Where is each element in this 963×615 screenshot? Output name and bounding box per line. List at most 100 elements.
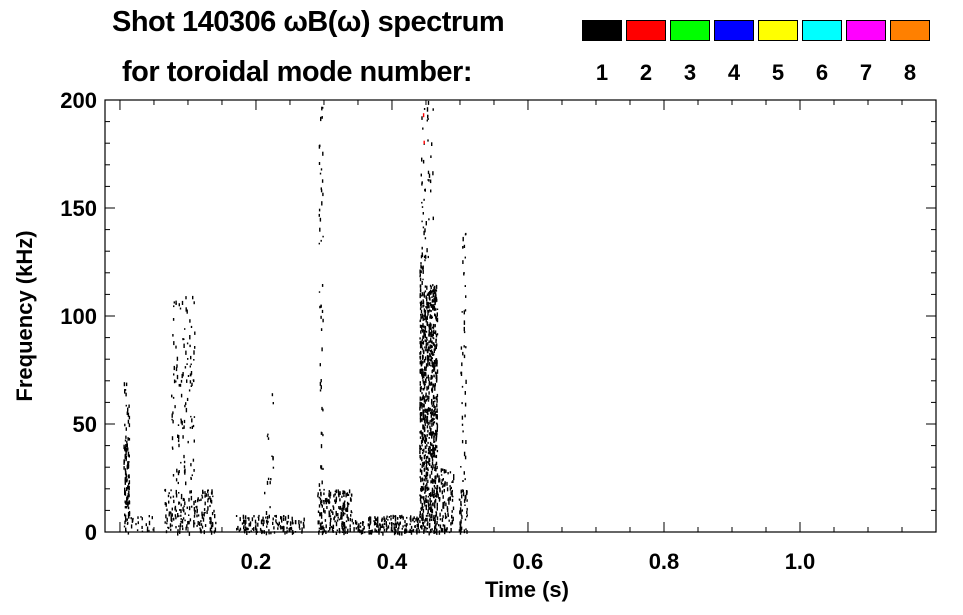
spectral-point [426,415,429,419]
spectral-point [425,507,427,511]
spectral-point [425,462,428,467]
spectral-point [430,352,433,355]
spectral-point [447,472,449,475]
spectral-point [171,394,173,397]
spectral-point [180,520,182,523]
spectral-point [431,345,433,348]
spectral-point [126,443,128,448]
spectral-point [429,284,432,287]
spectral-point [321,179,324,183]
legend-swatch-mode-2 [626,20,666,41]
spectral-point [322,235,324,238]
spectral-point [422,113,425,118]
spectral-point [394,518,397,522]
spectral-point [322,106,324,109]
spectral-point [342,504,344,510]
spectral-point [245,519,247,524]
spectral-point [321,521,323,525]
spectral-point [430,418,433,423]
spectral-point [127,407,129,412]
spectral-point [432,323,435,328]
spectral-point [421,341,424,344]
spectral-point [427,397,429,401]
spectral-point [358,528,360,533]
spectral-point [253,515,255,518]
spectral-point [419,277,422,282]
spectral-point [430,431,432,436]
spectral-point [178,525,180,528]
activity-region-0 [123,435,131,535]
spectral-point [210,492,213,495]
spectral-point [123,466,125,470]
spectral-point [210,525,213,530]
spectral-point [424,399,426,404]
spectral-point [249,522,252,527]
spectral-point [187,440,189,444]
spectral-point [179,383,182,387]
spectral-point [429,322,431,325]
spectral-point [434,313,436,317]
spectral-point [137,516,139,519]
spectral-point [338,528,341,532]
spectral-point [265,511,268,515]
spectral-point [434,301,436,304]
spectral-point [452,480,454,483]
spectral-point [125,527,127,532]
spectral-point [429,382,431,386]
spectral-point [362,523,364,526]
spectral-point [267,437,270,440]
spectral-point [409,523,411,526]
spectral-point [319,389,322,392]
spectral-point [185,527,187,531]
spectral-point [429,407,431,412]
spectral-point [177,529,179,533]
spectral-point [125,458,127,462]
spectral-point [214,514,216,519]
y-tick-label: 150 [60,196,97,221]
spectral-point [440,481,443,485]
spectral-point [446,507,449,513]
spectral-point [189,380,192,384]
spectral-point [172,334,174,337]
spectral-point [423,376,425,379]
spectral-point [426,486,429,489]
spectral-point [461,509,463,512]
spectral-point [317,510,320,513]
spectral-point [318,242,320,245]
spectral-point [419,269,421,274]
spectral-point [183,454,185,459]
spectral-point [209,496,211,500]
spectral-point [428,531,430,536]
spectral-point [342,512,345,517]
spectral-point [426,527,428,530]
activity-region-15 [458,489,468,535]
legend-label-mode-3: 3 [683,60,697,85]
spectral-point [459,507,462,511]
spectral-point [373,521,376,526]
spectral-point [441,490,443,495]
spectral-point [127,486,129,490]
spectral-point [177,424,180,426]
spectral-point [444,512,446,515]
spectral-point [179,509,181,511]
spectral-point [128,423,131,428]
spectral-point [464,518,467,521]
spectral-point [239,527,242,530]
spectral-point [200,520,202,523]
spectral-point [171,517,173,523]
spectral-point [320,168,323,171]
spectral-point [182,435,184,439]
spectral-point [186,379,188,383]
spectral-point [460,489,462,493]
spectral-point [418,529,420,534]
spectral-point [421,338,424,341]
spectral-point [124,389,127,391]
spectral-point [460,519,462,524]
spectral-point [183,460,186,464]
spectral-point [433,495,435,499]
spectral-point [331,510,333,513]
spectral-point [195,506,197,508]
spectral-point [128,490,130,494]
spectral-point [424,315,427,320]
spectral-point [449,485,451,488]
